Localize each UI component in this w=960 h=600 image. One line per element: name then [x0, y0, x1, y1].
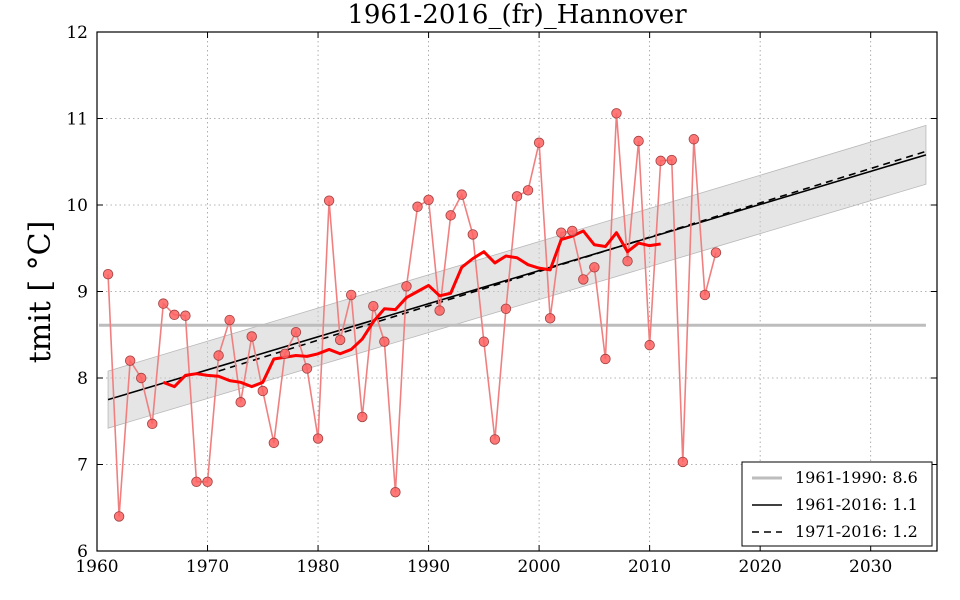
- annual-point: [467, 229, 478, 240]
- annual-point: [489, 434, 501, 445]
- legend-label: 1971-2016: 1.2: [795, 522, 918, 541]
- y-axis-label: tmit [ °C]: [23, 221, 58, 364]
- x-tick-label: 2020: [739, 557, 782, 577]
- annual-point: [522, 185, 534, 196]
- annual-point: [412, 201, 423, 212]
- annual-point: [710, 247, 722, 258]
- annual-point: [622, 256, 633, 267]
- y-tick-label: 11: [66, 110, 88, 130]
- y-tick-label: 7: [77, 456, 88, 476]
- annual-point: [600, 353, 611, 365]
- annual-point: [158, 298, 169, 309]
- annual-point: [633, 135, 644, 147]
- annual-point: [246, 331, 257, 342]
- annual-point: [180, 310, 191, 321]
- annual-point: [301, 363, 313, 374]
- x-tick-label: 1990: [407, 557, 450, 577]
- annual-point: [113, 511, 125, 522]
- legend: 1961-1990: 8.6 1961-2016: 1.1 1971-2016: 1…: [741, 461, 933, 547]
- legend-label: 1961-1990: 8.6: [795, 468, 918, 487]
- annual-point: [334, 334, 346, 346]
- annual-point: [279, 348, 291, 359]
- legend-box: [741, 461, 933, 547]
- annual-point: [644, 339, 655, 351]
- annual-point: [368, 301, 379, 312]
- annual-point: [290, 326, 302, 338]
- x-tick-label: 1970: [186, 557, 229, 577]
- y-tick-label: 9: [77, 283, 88, 303]
- annual-point: [456, 189, 467, 200]
- x-tick-label: 2030: [849, 557, 892, 577]
- x-tick-label: 1960: [75, 557, 118, 577]
- annual-point: [390, 486, 401, 498]
- annual-point: [379, 336, 390, 347]
- x-tick-label: 2010: [628, 557, 671, 577]
- y-tick-label: 10: [66, 196, 88, 216]
- annual-point: [147, 418, 158, 430]
- annual-point: [124, 355, 136, 366]
- annual-point: [688, 134, 700, 145]
- legend-label: 1961-2016: 1.1: [795, 495, 918, 514]
- x-tick-label: 2000: [517, 557, 560, 577]
- annual-point: [567, 225, 578, 237]
- annual-point: [346, 289, 357, 301]
- annual-point: [677, 456, 688, 468]
- annual-point: [511, 191, 523, 202]
- annual-point: [556, 227, 567, 238]
- annual-point: [268, 437, 280, 449]
- trend-line-1961-2016: [107, 154, 927, 401]
- annual-point: [323, 195, 335, 206]
- annual-point: [312, 433, 324, 444]
- annual-point: [102, 269, 114, 280]
- plot-area: [99, 108, 927, 522]
- annual-point: [699, 289, 711, 301]
- trend-line-1971-2016: [218, 150, 927, 372]
- annual-point: [357, 411, 368, 423]
- y-tick-label: 6: [77, 542, 88, 562]
- annual-point: [423, 194, 434, 206]
- annual-point: [589, 262, 600, 273]
- annual-point: [666, 154, 677, 166]
- annual-series-line: [107, 113, 717, 517]
- annual-point: [445, 210, 456, 221]
- chart-title: 1961-2016_(fr)_Hannover: [347, 0, 687, 30]
- annual-point: [169, 309, 180, 321]
- annual-point: [257, 385, 268, 397]
- y-tick-label: 12: [66, 23, 88, 43]
- plot-frame: [96, 31, 938, 552]
- annual-point: [500, 303, 512, 315]
- annual-point: [611, 108, 622, 119]
- smoothed-series-line: [162, 229, 661, 389]
- x-tick-label: 1980: [296, 557, 339, 577]
- annual-point: [544, 313, 556, 324]
- annual-point: [136, 372, 147, 384]
- annual-point: [578, 274, 589, 285]
- y-tick-label: 8: [77, 369, 88, 389]
- axis-ticks: 1960 1970 1980 1990 2000 2010 2020 2030 6 7 8 9 10 11…: [66, 23, 937, 577]
- annual-point: [235, 397, 246, 408]
- annual-point: [202, 476, 213, 488]
- annual-point: [213, 350, 224, 361]
- annual-point: [224, 314, 235, 326]
- annual-point: [533, 137, 545, 148]
- annual-point: [401, 281, 412, 292]
- annual-point: [191, 476, 202, 488]
- annual-point: [655, 155, 666, 167]
- annual-point: [478, 336, 490, 347]
- annual-point: [434, 305, 445, 316]
